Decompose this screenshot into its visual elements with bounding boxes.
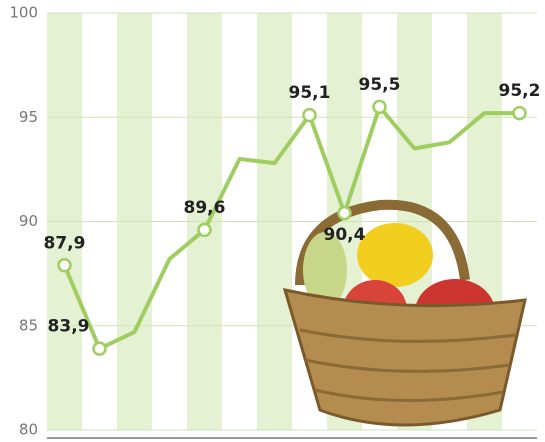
marker xyxy=(374,101,386,113)
marker xyxy=(94,343,106,355)
marker xyxy=(339,207,351,219)
apple-yellow xyxy=(357,223,433,287)
y-tick-label: 85 xyxy=(19,316,38,334)
value-label: 95,2 xyxy=(499,81,541,101)
y-tick-label: 95 xyxy=(19,108,38,126)
value-label: 90,4 xyxy=(324,225,366,245)
marker xyxy=(304,109,316,121)
basket-body xyxy=(285,290,525,425)
value-label: 87,9 xyxy=(44,233,86,253)
value-label: 83,9 xyxy=(48,317,90,337)
chart: 80 85 90 95 100 87,9 83,9 89,6 95,1 90,4 95,5 95,2 xyxy=(0,0,545,442)
value-label: 89,6 xyxy=(184,198,226,218)
marker xyxy=(199,224,211,236)
y-tick-label: 80 xyxy=(19,421,38,439)
y-tick-label: 90 xyxy=(19,212,38,230)
value-label: 95,5 xyxy=(359,75,401,95)
marker xyxy=(59,259,71,271)
y-tick-label: 100 xyxy=(9,4,38,22)
marker xyxy=(514,107,526,119)
value-label: 95,1 xyxy=(289,83,331,103)
